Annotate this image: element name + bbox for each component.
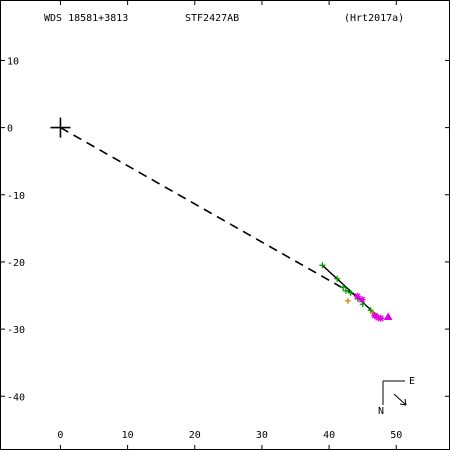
east-label: E bbox=[409, 376, 415, 387]
discoverer-label: STF2427AB bbox=[185, 13, 239, 24]
observation-asterisk-mark bbox=[358, 296, 366, 304]
x-tick-label: 10 bbox=[122, 430, 134, 441]
observation-plus-mark bbox=[359, 301, 366, 308]
x-tick-label: 0 bbox=[57, 430, 63, 441]
north-label: N bbox=[378, 406, 384, 417]
x-tick-label: 50 bbox=[390, 430, 402, 441]
observation-plus-mark bbox=[340, 284, 347, 291]
wds-id-label: WDS 18581+3813 bbox=[44, 13, 128, 24]
observation-asterisk-mark bbox=[374, 314, 382, 322]
motion-arrow-line bbox=[393, 393, 407, 406]
observation-asterisk-mark bbox=[377, 314, 385, 322]
observation-marks bbox=[319, 262, 393, 322]
y-tick-label: -10 bbox=[7, 191, 25, 202]
x-tick-label: 40 bbox=[323, 430, 335, 441]
observation-asterisk-mark bbox=[371, 312, 379, 320]
orientation-indicator: E N bbox=[378, 376, 415, 417]
y-tick-label: 10 bbox=[7, 56, 19, 67]
y-tick-label: 0 bbox=[7, 124, 13, 135]
reference-label: (Hrt2017a) bbox=[344, 13, 404, 24]
observation-plus-mark bbox=[319, 262, 326, 269]
y-tick-label: -40 bbox=[7, 392, 25, 403]
motion-arrow-head-icon bbox=[399, 398, 407, 406]
observation-plus-mark bbox=[347, 289, 354, 296]
observation-plus-mark bbox=[342, 287, 349, 294]
observation-asterisk-mark bbox=[353, 292, 361, 300]
observation-plus-mark bbox=[344, 297, 351, 304]
primary-to-companion-dashed-line bbox=[60, 126, 357, 297]
y-tick-label: -20 bbox=[7, 258, 25, 269]
observation-triangle-mark bbox=[383, 312, 393, 321]
x-tick-label: 20 bbox=[189, 430, 201, 441]
observation-plus-mark bbox=[334, 275, 341, 282]
x-tick-label: 30 bbox=[256, 430, 268, 441]
y-tick-label: -30 bbox=[7, 325, 25, 336]
